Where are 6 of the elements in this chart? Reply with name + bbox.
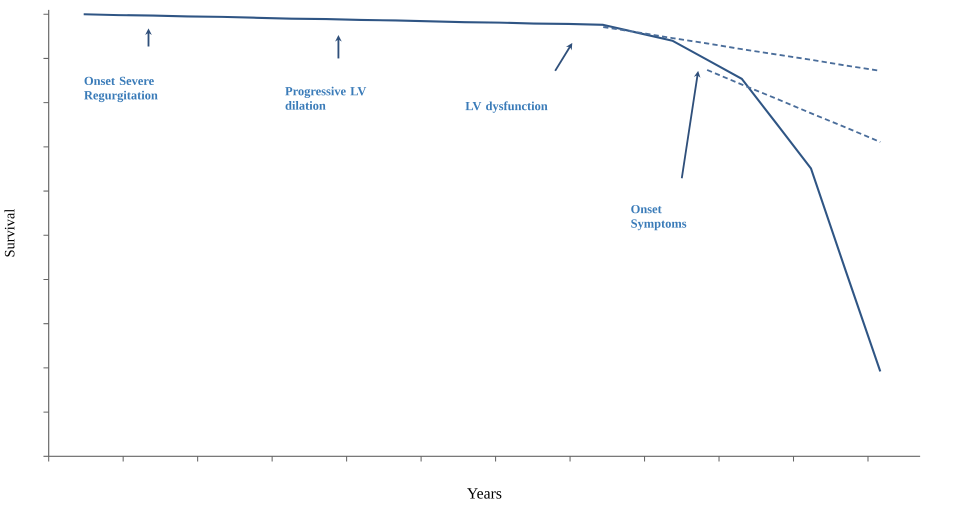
annotation: Onset Symptoms bbox=[631, 204, 686, 230]
x-axis-title: Years bbox=[467, 488, 502, 498]
y-axis-title: Survival bbox=[4, 208, 14, 256]
annotation: Progressive LV dilation bbox=[285, 86, 366, 110]
annotation: Onset Severe Regurgitation bbox=[84, 76, 158, 102]
annotation: LV dysfunction bbox=[466, 101, 548, 113]
